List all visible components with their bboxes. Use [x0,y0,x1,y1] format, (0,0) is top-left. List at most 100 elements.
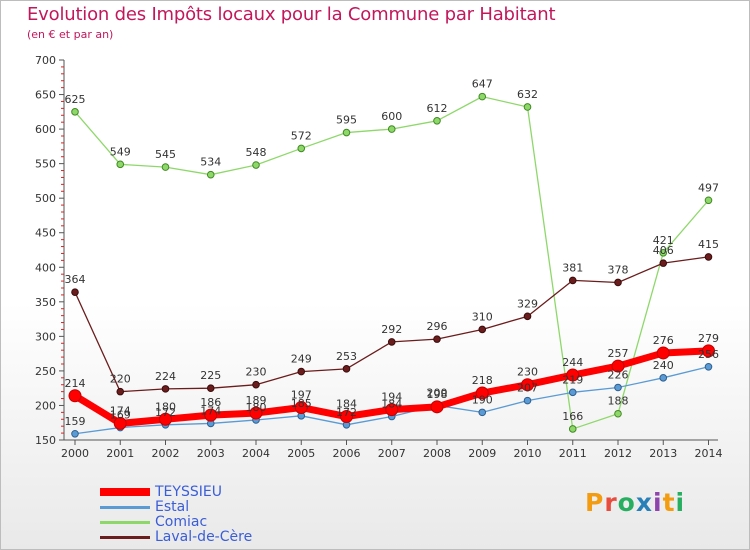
data-label-estal: 240 [653,359,674,372]
data-point-comiac [704,196,713,205]
y-tick-label: 600 [35,123,56,136]
data-label-estal: 226 [608,368,629,381]
data-label-comiac: 600 [381,110,402,123]
x-tick-label: 2005 [287,447,315,460]
x-tick-label: 2001 [106,447,134,460]
y-tick-label: 650 [35,89,56,102]
data-label-estal: 159 [65,415,86,428]
data-label-estal: 184 [381,398,402,411]
x-tick-label: 2006 [333,447,361,460]
x-tick-label: 2013 [649,447,677,460]
data-point-laval-de-cere [116,387,125,396]
data-point-comiac [659,248,668,257]
data-point-comiac [523,103,532,111]
data-label-estal: 207 [517,382,538,395]
x-tick-label: 2009 [468,447,496,460]
data-point-estal [523,396,532,405]
data-point-comiac [387,125,396,133]
legend-label: TEYSSIEU [155,484,222,500]
y-tick-label: 300 [35,330,56,343]
data-point-comiac [71,108,79,116]
data-label-laval-de-cere: 230 [246,366,267,379]
data-label-comiac: 188 [608,395,629,408]
data-label-laval-de-cere: 381 [562,261,583,274]
data-point-comiac [297,144,306,153]
data-label-teyssieu: 257 [608,347,629,360]
data-label-laval-de-cere: 310 [472,310,493,323]
y-tick-label: 500 [35,192,56,205]
data-label-laval-de-cere: 249 [291,353,312,366]
data-label-teyssieu: 244 [562,356,583,369]
data-point-comiac [568,425,577,433]
data-point-comiac [116,160,125,169]
x-tick-label: 2014 [695,447,723,460]
data-label-laval-de-cere: 220 [110,373,131,386]
data-label-estal: 200 [427,386,448,399]
data-point-teyssieu [249,406,263,420]
data-label-estal: 174 [200,404,221,417]
data-point-laval-de-cere [659,259,668,267]
data-label-teyssieu: 194 [381,391,402,404]
x-tick-label: 2000 [61,447,89,460]
x-tick-label: 2002 [152,447,180,460]
data-label-comiac: 497 [698,181,719,194]
data-point-laval-de-cere [614,278,622,287]
data-label-laval-de-cere: 296 [427,320,448,333]
data-label-comiac: 625 [65,93,86,106]
data-label-teyssieu: 279 [698,332,719,345]
data-point-teyssieu [656,346,670,360]
x-tick-label: 2011 [559,447,587,460]
y-tick-label: 200 [35,399,56,412]
data-label-estal: 256 [698,348,719,361]
data-point-laval-de-cere [297,367,306,376]
x-tick-label: 2003 [197,447,225,460]
x-tick-label: 2010 [514,447,542,460]
data-label-estal: 172 [336,406,357,419]
legend-item-estal: Estal [100,499,320,515]
data-point-estal [478,408,487,417]
data-label-comiac: 166 [562,410,583,423]
data-label-comiac: 545 [155,148,176,161]
data-label-comiac: 572 [291,129,312,142]
x-tick-label: 2008 [423,447,451,460]
data-label-comiac: 612 [427,102,448,115]
data-point-laval-de-cere [478,325,487,334]
data-point-teyssieu [702,344,715,358]
data-point-teyssieu [566,368,580,382]
y-tick-label: 150 [35,434,56,447]
y-tick-label: 550 [35,158,56,171]
data-label-teyssieu: 189 [246,394,267,407]
data-point-comiac [252,161,260,169]
y-tick-label: 250 [35,365,56,378]
chart-legend: TEYSSIEU Estal Comiac Laval-de-Cère [100,484,320,545]
data-label-estal: 180 [246,401,267,414]
data-label-laval-de-cere: 378 [608,263,629,276]
data-point-estal [704,362,713,371]
legend-swatch [100,506,150,509]
y-tick-label: 700 [35,54,56,67]
data-label-teyssieu: 180 [155,400,176,413]
data-label-teyssieu: 198 [427,388,448,401]
chart-subtitle: (en € et par an) [27,28,114,41]
data-label-laval-de-cere: 406 [653,244,674,257]
proxiti-logo: Proxiti [585,488,685,517]
legend-label: Estal [155,499,190,515]
data-point-laval-de-cere [161,385,170,393]
data-point-laval-de-cere [433,335,441,343]
data-label-estal: 172 [155,406,176,419]
y-tick-label: 450 [35,227,56,240]
data-label-estal: 185 [291,397,312,410]
logo-letter: t [662,488,676,517]
data-point-comiac [614,409,622,418]
data-label-laval-de-cere: 224 [155,370,176,383]
data-label-comiac: 549 [110,145,131,158]
logo-letter: P [585,488,605,517]
data-label-laval-de-cere: 225 [200,369,221,382]
data-point-estal [659,374,668,382]
data-label-estal: 190 [472,393,493,406]
data-point-estal [614,383,622,392]
data-point-teyssieu [385,403,399,417]
logo-letter: x [635,488,653,517]
data-label-comiac: 548 [246,146,267,159]
